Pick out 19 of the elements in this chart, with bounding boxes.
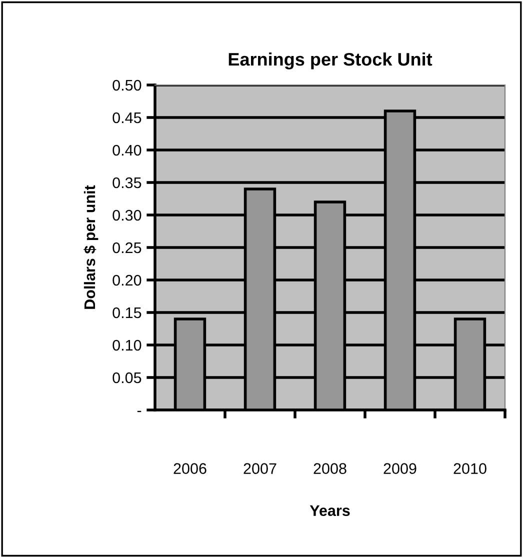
y-tick-label: 0.25 xyxy=(112,242,142,254)
y-tick-label: 0.20 xyxy=(112,274,142,286)
y-tick-label: 0.30 xyxy=(112,210,142,221)
x-tick-label: 2008 xyxy=(314,463,346,474)
y-tick-label: 0.50 xyxy=(112,80,142,91)
x-tick-label: 2010 xyxy=(454,463,486,474)
y-tick-label: 0.15 xyxy=(112,307,142,318)
y-tick-label: 0.45 xyxy=(112,112,142,124)
x-axis-title: Years xyxy=(310,505,350,516)
y-axis-title: Dollars $ per unit xyxy=(84,185,98,309)
y-tick-label: 0.10 xyxy=(112,340,142,351)
x-tick-label: 2009 xyxy=(384,463,416,474)
y-tick-label: 0.05 xyxy=(112,372,142,384)
chart-title: Earnings per Stock Unit xyxy=(228,52,432,70)
y-tick-label: 0.40 xyxy=(112,144,142,156)
x-tick-label: 2006 xyxy=(174,463,206,474)
y-tick-label: 0.35 xyxy=(112,177,142,188)
x-tick-label: 2007 xyxy=(244,463,276,474)
y-tick-label: - xyxy=(137,410,142,412)
